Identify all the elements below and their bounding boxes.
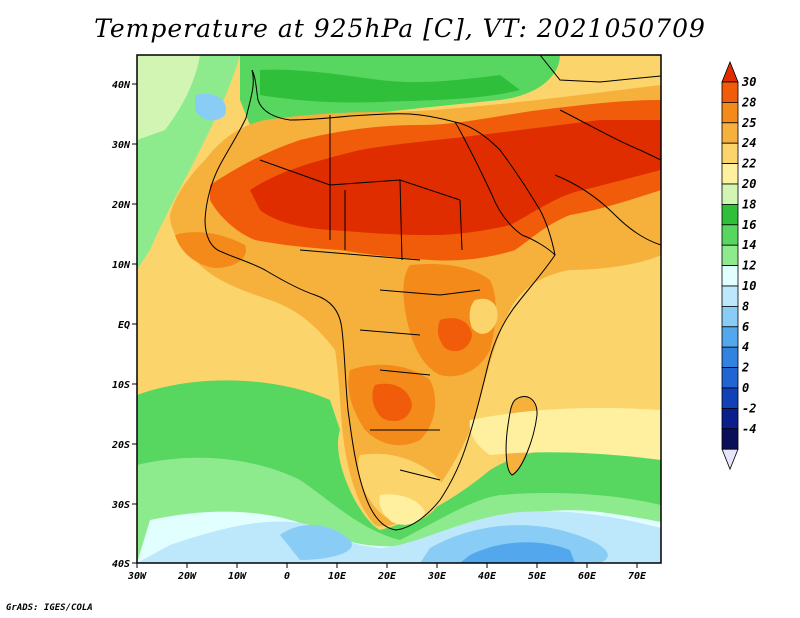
colorbar-swatch — [721, 183, 739, 205]
colorbar-swatch — [721, 305, 739, 328]
colorbar-swatch — [721, 224, 739, 246]
colorbar-label: 22 — [741, 157, 756, 171]
lat-label-20s: 20S — [111, 440, 130, 451]
colorbar-label: 28 — [741, 95, 756, 109]
colorbar-swatch — [721, 428, 739, 450]
grads-credit: GrADS: IGES/COLA — [6, 603, 93, 613]
colorbar-label: 20 — [741, 177, 756, 191]
lat-label-30s: 30S — [111, 500, 130, 511]
lat-label-eq: EQ — [118, 320, 130, 331]
colorbar-swatch — [721, 203, 739, 226]
colorbar-label: 25 — [741, 116, 756, 130]
lat-label-20n: 20N — [111, 200, 131, 211]
lon-label-20e: 20E — [377, 571, 397, 582]
lon-label-10w: 10W — [228, 571, 247, 582]
lon-label-10e: 10E — [328, 571, 347, 582]
lat-label-10n: 10N — [112, 260, 131, 271]
map-frame — [136, 54, 662, 564]
lon-label-70e: 70E — [628, 571, 647, 582]
colorbar-label: 12 — [742, 259, 756, 273]
colorbar-swatch — [721, 122, 739, 144]
colorbar-label: 18 — [742, 197, 756, 211]
colorbar-label: 24 — [741, 136, 756, 150]
lon-label-30e: 30E — [427, 571, 447, 582]
lon-label-40e: 40E — [478, 571, 497, 582]
map-title: Temperature at 925hPa [C], VT: 202105070… — [94, 14, 706, 43]
colorbar-swatch — [721, 387, 739, 409]
colorbar-swatch — [721, 407, 739, 430]
coastlines — [204, 55, 661, 531]
colorbar-label: 30 — [741, 75, 756, 89]
lon-label-20w: 20W — [177, 571, 197, 582]
colorbar-swatch — [721, 265, 739, 287]
colorbar-label: 16 — [742, 218, 756, 232]
temperature-field — [137, 55, 661, 563]
colorbar-swatch — [721, 81, 739, 103]
colorbar-bottom-arrow — [721, 448, 739, 471]
longitude-axis: 30W 20W 10W 0 10E 20E 30E 40E 50E 60E 70… — [127, 563, 647, 582]
colorbar-swatch — [721, 326, 739, 348]
colorbar-label: 10 — [742, 279, 756, 293]
colorbar-label: -2 — [742, 401, 756, 415]
colorbar-swatch — [721, 163, 739, 185]
colorbar-label: 2 — [741, 361, 749, 375]
colorbar-label: 4 — [742, 340, 749, 354]
colorbar-swatch — [721, 102, 739, 124]
colorbar-swatch — [721, 142, 739, 164]
lat-label-40n: 40N — [112, 80, 131, 91]
colorbar-label: 8 — [742, 299, 749, 313]
lon-label-50e: 50E — [528, 571, 547, 582]
lon-label-30w: 30W — [127, 571, 147, 582]
colorbar-swatch — [721, 285, 739, 307]
latitude-axis: 40N 30N 20N 10N EQ 10S 20S 30S 40S — [111, 80, 137, 570]
colorbar-label: 14 — [742, 238, 756, 252]
lon-label-0: 0 — [284, 571, 290, 582]
colorbar-top-arrow — [721, 60, 739, 83]
colorbar-swatch — [721, 244, 739, 266]
lon-label-60e: 60E — [578, 571, 597, 582]
lat-label-30n: 30N — [111, 140, 131, 151]
colorbar-label: -4 — [742, 422, 756, 436]
colorbar-label: 0 — [742, 381, 749, 395]
colorbar-swatch — [721, 367, 739, 389]
colorbar-label: 6 — [742, 320, 749, 334]
colorbar-swatch — [721, 346, 739, 369]
lat-label-10s: 10S — [112, 380, 130, 391]
lat-label-40s: 40S — [112, 559, 130, 570]
